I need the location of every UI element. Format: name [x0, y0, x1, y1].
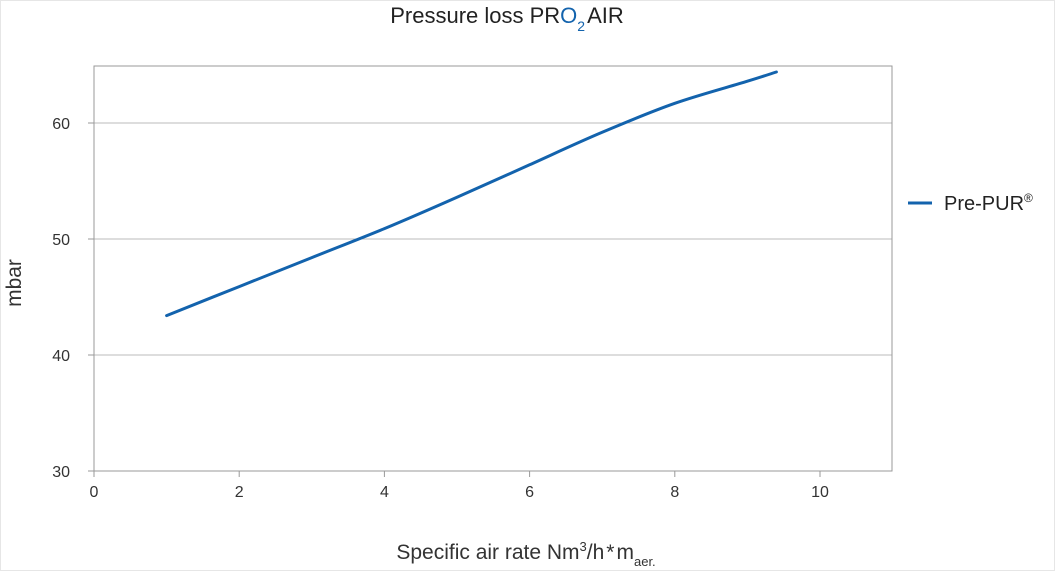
- chart-title-brand-air: AIR: [587, 3, 624, 28]
- x-axis-label: Specific air rate Nm3/h*maer.: [396, 539, 655, 569]
- grid-layer: [94, 122, 892, 356]
- legend-label-pre-pur: Pre-PUR®: [944, 191, 1033, 215]
- chart-title-brand-pr: PR: [530, 3, 561, 28]
- x-tick-label-10: 10: [811, 484, 829, 501]
- plot-border: [93, 65, 893, 472]
- ticks-layer: 30 40 50 60 0 2 4 6 8 10: [52, 116, 829, 501]
- x-tick-label-6: 6: [525, 484, 534, 501]
- series-line-0: [165, 70, 778, 318]
- x-axis-label-sup: 3: [580, 539, 587, 554]
- chart-title-brand-o: O: [560, 3, 577, 28]
- x-axis-label-main: Specific air rate Nm: [396, 541, 579, 564]
- x-axis-label-mid: /h: [587, 541, 605, 564]
- x-tick-label-2: 2: [235, 484, 244, 501]
- chart-title: Pressure loss PRO2AIR: [390, 3, 624, 34]
- x-tick-label-0: 0: [90, 484, 99, 501]
- legend-series-sup: ®: [1024, 191, 1033, 205]
- x-tick-label-4: 4: [380, 484, 389, 501]
- series-layer: [165, 70, 778, 318]
- y-tick-label-30: 30: [52, 464, 70, 481]
- chart-title-brand-sub: 2: [577, 18, 585, 34]
- x-tick-label-8: 8: [670, 484, 679, 501]
- x-axis-label-sub: aer.: [634, 554, 656, 569]
- x-axis-label-star: *: [606, 541, 614, 564]
- legend-series-name: Pre-PUR: [944, 193, 1024, 215]
- x-axis-label-m: m: [616, 541, 634, 564]
- y-axis-label: mbar: [3, 259, 26, 307]
- y-tick-label-40: 40: [52, 348, 70, 365]
- chart-title-prefix: Pressure loss: [390, 3, 529, 28]
- y-tick-label-60: 60: [52, 116, 70, 133]
- y-tick-label-50: 50: [52, 232, 70, 249]
- legend: Pre-PUR®: [908, 191, 1033, 215]
